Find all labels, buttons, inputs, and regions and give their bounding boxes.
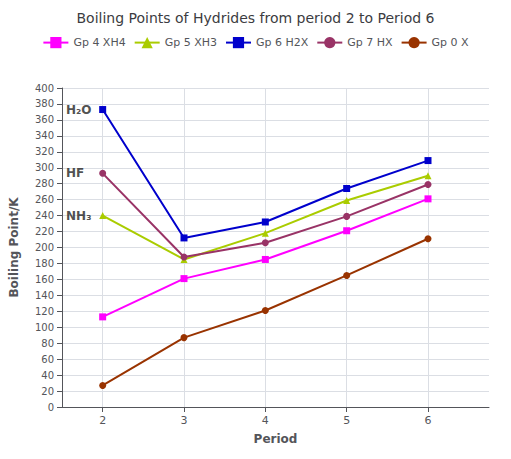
svg-text:2: 2 [99, 414, 106, 427]
svg-text:6: 6 [425, 414, 432, 427]
svg-text:Gp 6 H2X: Gp 6 H2X [256, 36, 309, 49]
svg-text:160: 160 [35, 274, 54, 285]
svg-text:Boiling Points of Hydrides fro: Boiling Points of Hydrides from period 2… [76, 10, 434, 26]
svg-text:80: 80 [41, 338, 54, 349]
svg-text:300: 300 [35, 162, 54, 173]
svg-text:4: 4 [262, 414, 269, 427]
svg-text:200: 200 [35, 242, 54, 253]
svg-text:120: 120 [35, 306, 54, 317]
svg-text:Period: Period [254, 432, 298, 446]
svg-text:20: 20 [41, 386, 54, 397]
svg-text:380: 380 [35, 98, 54, 109]
svg-text:Gp 5 XH3: Gp 5 XH3 [165, 36, 217, 49]
svg-text:3: 3 [181, 414, 188, 427]
svg-text:Gp 4 XH4: Gp 4 XH4 [73, 36, 125, 49]
svg-text:360: 360 [35, 114, 54, 125]
svg-text:280: 280 [35, 178, 54, 189]
svg-text:40: 40 [41, 370, 54, 381]
svg-text:220: 220 [35, 226, 54, 237]
svg-text:60: 60 [41, 354, 54, 365]
svg-text:NH₃: NH₃ [66, 209, 91, 223]
svg-text:Gp 7 HX: Gp 7 HX [347, 36, 393, 49]
svg-text:HF: HF [66, 166, 84, 180]
svg-text:400: 400 [35, 83, 54, 94]
svg-text:Boiling Point/K: Boiling Point/K [7, 197, 21, 298]
svg-text:100: 100 [35, 322, 54, 333]
svg-text:Gp 0 X: Gp 0 X [432, 36, 469, 49]
svg-text:240: 240 [35, 210, 54, 221]
svg-text:340: 340 [35, 130, 54, 141]
svg-text:140: 140 [35, 290, 54, 301]
svg-text:260: 260 [35, 194, 54, 205]
svg-text:0: 0 [48, 402, 54, 413]
svg-text:180: 180 [35, 258, 54, 269]
svg-text:5: 5 [343, 414, 350, 427]
svg-text:320: 320 [35, 146, 54, 157]
svg-text:H₂O: H₂O [66, 103, 92, 117]
